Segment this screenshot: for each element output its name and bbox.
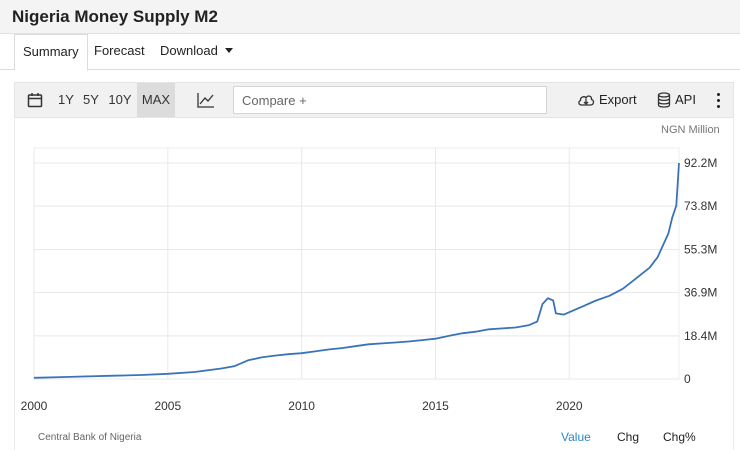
calendar-icon[interactable] bbox=[27, 92, 43, 108]
export-label: Export bbox=[599, 92, 637, 107]
money-supply-chart: 0 18.4M 36.9M 55.3M 73.8M 92.2M 2000 2005 2010 20… bbox=[21, 147, 717, 413]
x-tick-label: 2010 bbox=[288, 399, 315, 413]
api-button[interactable]: API bbox=[657, 83, 696, 117]
kebab-menu-icon[interactable] bbox=[711, 83, 727, 117]
tab-forecast[interactable]: Forecast bbox=[86, 34, 153, 70]
x-tick-label: 2015 bbox=[422, 399, 449, 413]
x-tick-label: 2000 bbox=[21, 399, 48, 413]
tab-download-label: Download bbox=[160, 43, 218, 58]
tab-download[interactable]: Download bbox=[152, 34, 241, 70]
cloud-download-icon bbox=[578, 95, 595, 106]
y-tick-label: 0 bbox=[684, 372, 691, 386]
range-1y-button[interactable]: 1Y bbox=[58, 92, 74, 107]
chevron-down-icon bbox=[224, 48, 233, 54]
title-bar: Nigeria Money Supply M2 bbox=[0, 0, 740, 34]
view-chg-tab[interactable]: Chg bbox=[617, 430, 640, 444]
source-label: Central Bank of Nigeria bbox=[38, 432, 142, 443]
range-10y-button[interactable]: 10Y bbox=[108, 92, 132, 107]
m2-series-line bbox=[33, 162, 680, 379]
y-tick-label: 36.9M bbox=[684, 286, 717, 300]
line-chart-icon[interactable] bbox=[197, 92, 215, 108]
api-label: API bbox=[675, 92, 696, 107]
unit-label: NGN Million bbox=[661, 124, 720, 136]
tab-bar: Summary Forecast Download bbox=[0, 34, 740, 71]
view-chg-pct-tab[interactable]: Chg% bbox=[663, 430, 696, 444]
y-tick-label: 55.3M bbox=[684, 242, 717, 256]
y-tick-label: 18.4M bbox=[684, 329, 717, 343]
tab-forecast-label: Forecast bbox=[94, 43, 145, 58]
view-value-tab[interactable]: Value bbox=[561, 430, 591, 444]
range-5y-button[interactable]: 5Y bbox=[83, 92, 99, 107]
y-tick-label: 92.2M bbox=[684, 156, 717, 170]
tab-summary[interactable]: Summary bbox=[14, 34, 88, 71]
chart-toolbar: 1Y 5Y 10Y MAX Export API bbox=[14, 82, 734, 118]
x-tick-label: 2020 bbox=[556, 399, 583, 413]
page-title: Nigeria Money Supply M2 bbox=[12, 7, 218, 26]
export-button[interactable]: Export bbox=[577, 83, 637, 117]
range-max-button[interactable]: MAX bbox=[137, 83, 175, 117]
plot-frame bbox=[33, 147, 680, 380]
tab-summary-label: Summary bbox=[23, 44, 79, 59]
y-tick-label: 73.8M bbox=[684, 199, 717, 213]
chart-container bbox=[14, 118, 734, 450]
compare-input[interactable] bbox=[233, 86, 547, 114]
x-tick-label: 2005 bbox=[154, 399, 181, 413]
database-icon bbox=[657, 92, 671, 108]
